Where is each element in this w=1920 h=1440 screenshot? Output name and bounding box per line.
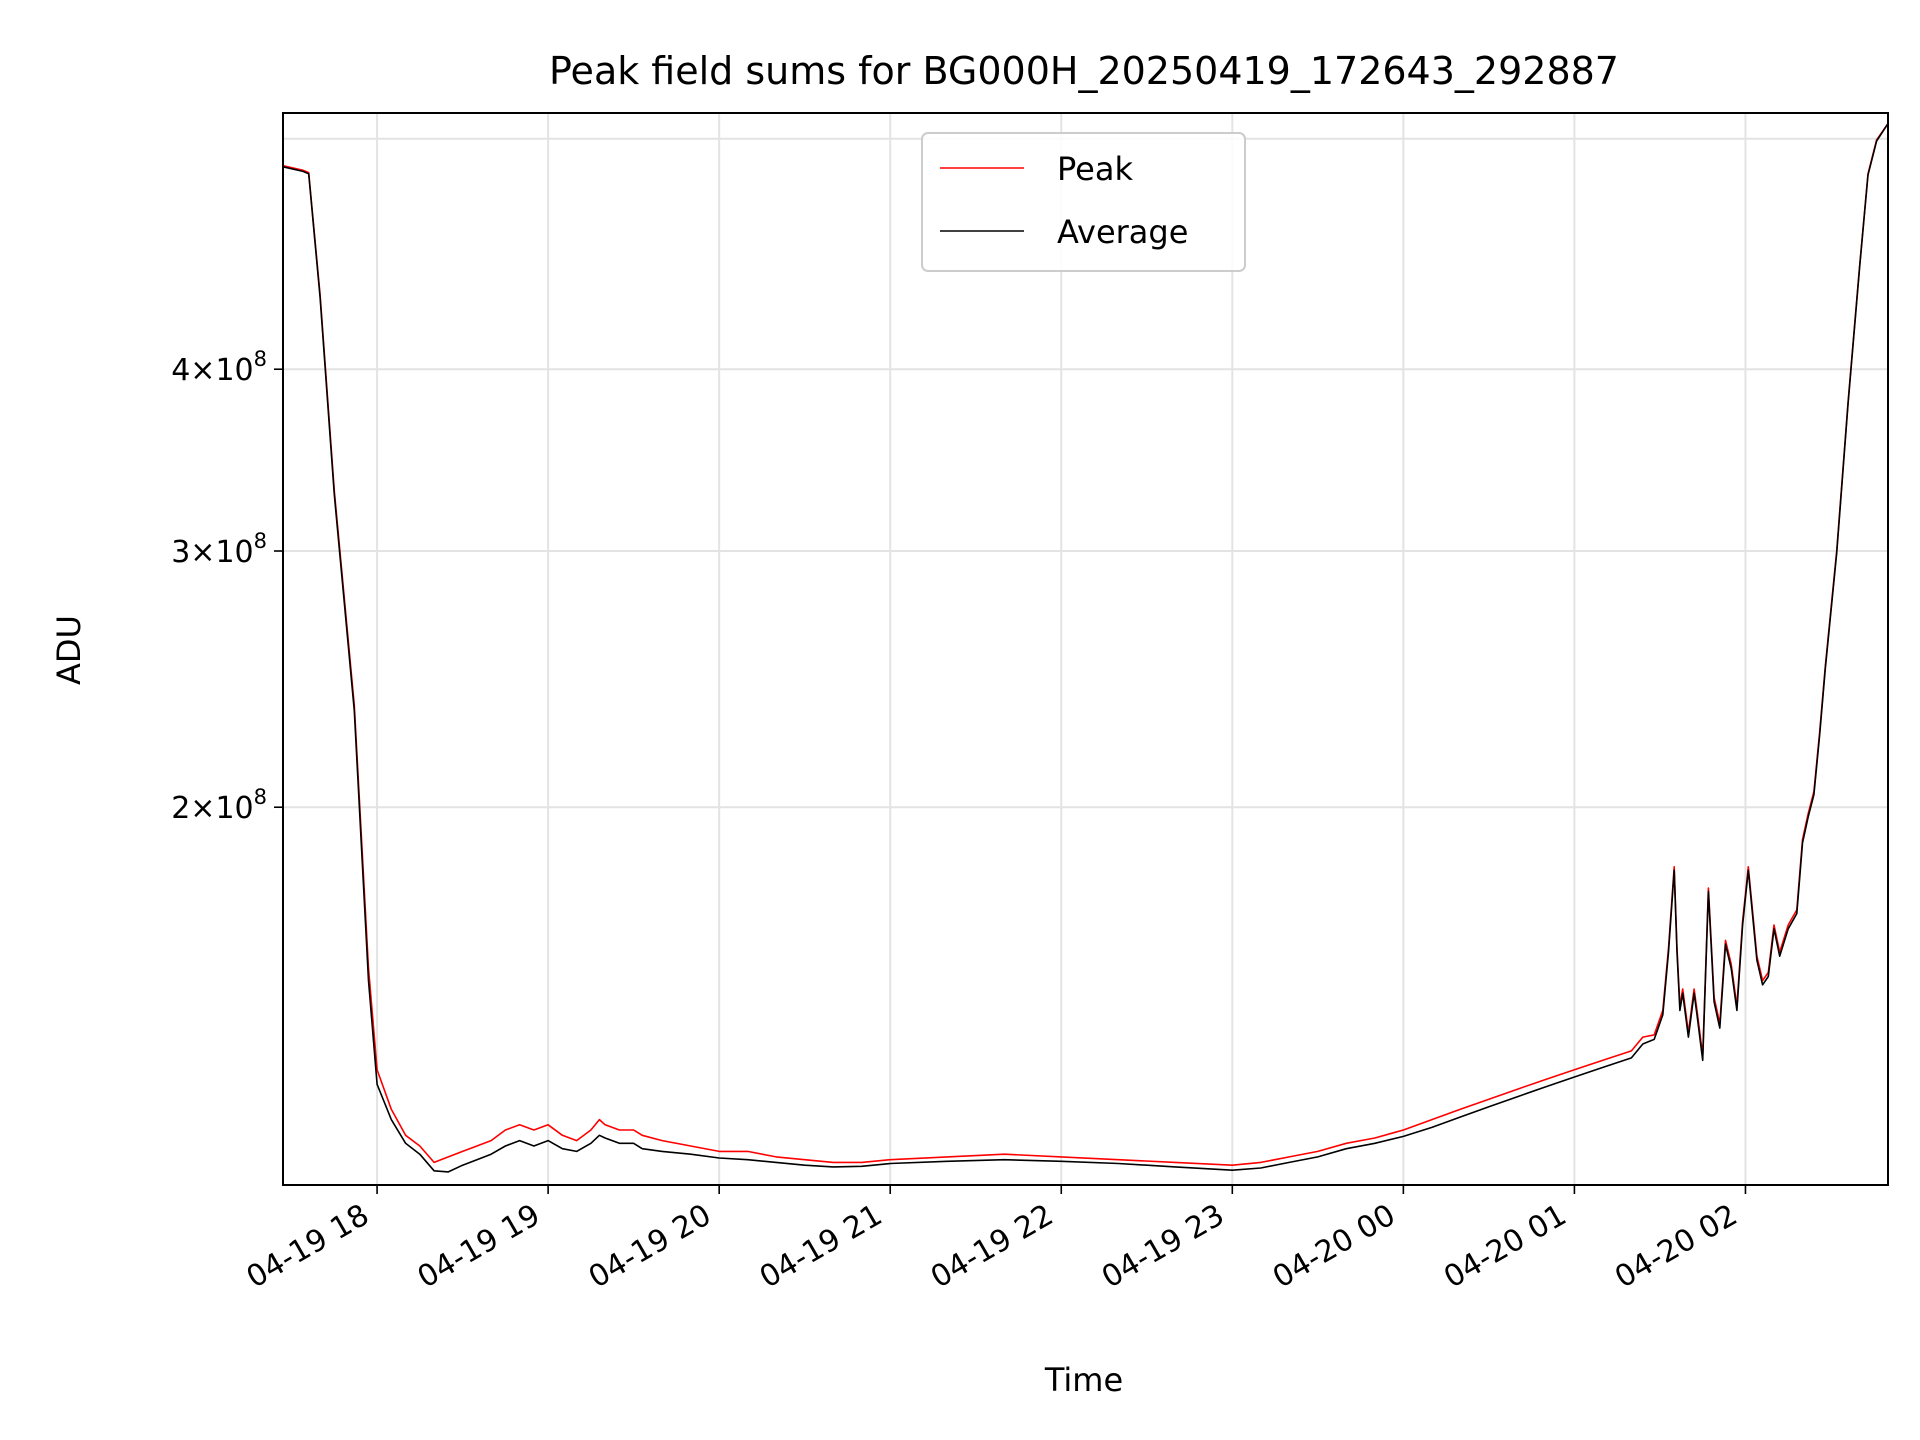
legend: Peak Average (921, 132, 1246, 272)
y-tick-label: 3×108 (171, 529, 267, 570)
series-lines (282, 123, 1889, 1173)
grid (283, 113, 1888, 1185)
y-axis-label: ADU (50, 615, 88, 685)
series-line-average (282, 123, 1889, 1173)
y-tick-label: 2×108 (171, 785, 267, 826)
legend-average-label: Average (1057, 213, 1188, 251)
y-tick-label: 4×108 (171, 347, 267, 388)
legend-peak-label: Peak (1057, 150, 1133, 188)
x-axis-label: Time (1044, 1361, 1123, 1399)
plot-frame (282, 112, 1889, 1186)
chart-title: Peak field sums for BG000H_20250419_1726… (549, 49, 1619, 93)
series-line-peak (282, 123, 1889, 1166)
